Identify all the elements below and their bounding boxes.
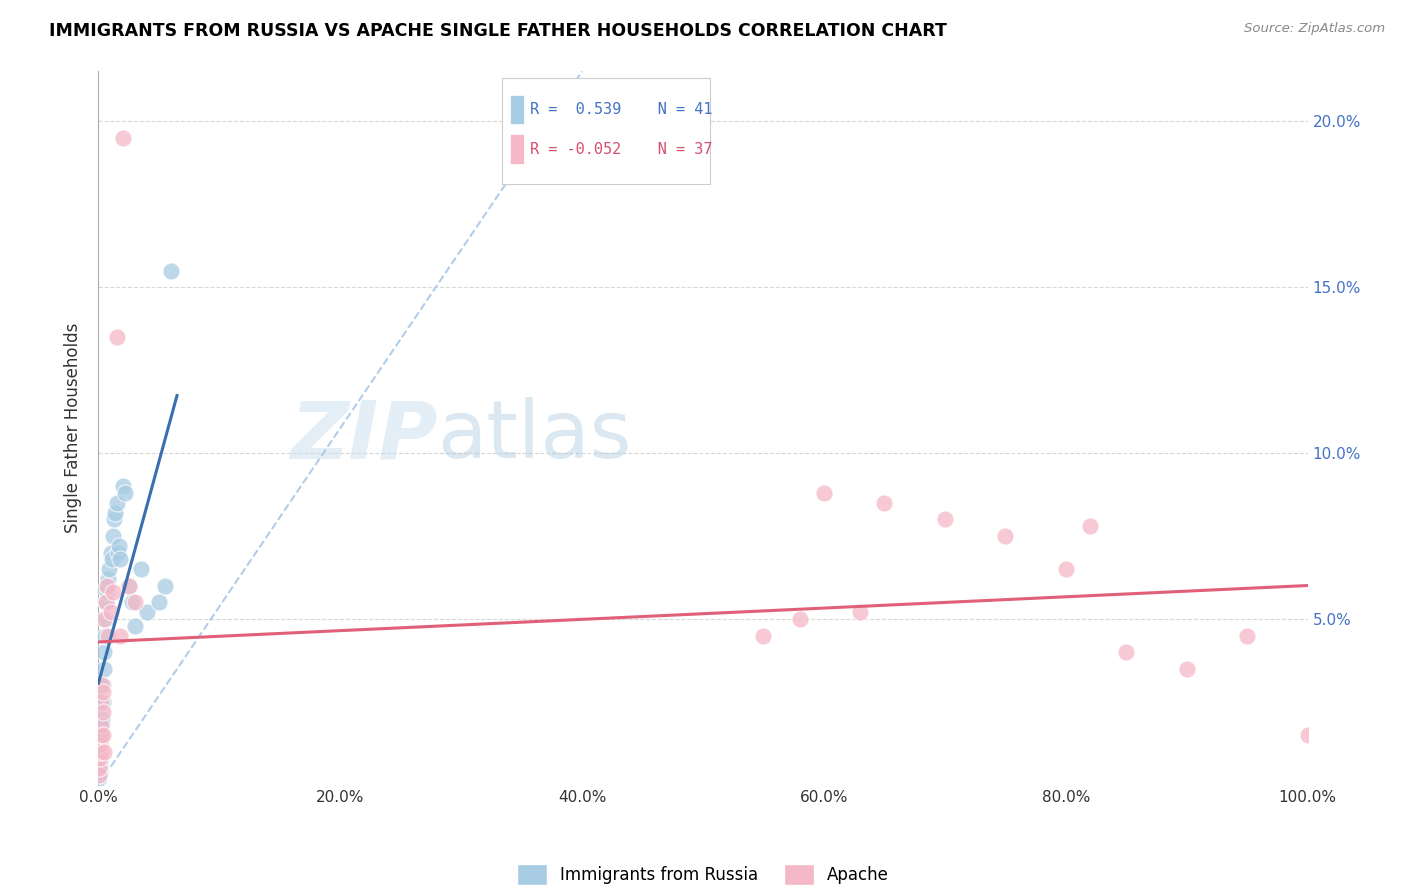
Point [90,718,112,732]
Point [1175,662,1198,676]
Point [108,539,131,553]
Point [89,761,111,775]
Legend: Immigrants from Russia, Apache: Immigrants from Russia, Apache [510,857,896,891]
Point [153,579,176,593]
Point [752,629,775,643]
Point [89,745,111,759]
Point [934,512,956,526]
Point [87,772,110,786]
Point [108,552,131,566]
Point [94,595,117,609]
Point [103,512,125,526]
Point [994,529,1017,543]
Point [849,606,872,620]
Point [89,738,111,752]
Point [94,629,117,643]
Point [90,695,112,709]
Point [96,585,118,599]
Point [1296,728,1319,742]
Point [96,579,118,593]
Point [90,751,112,765]
Point [93,662,115,676]
Point [91,712,114,726]
Text: atlas: atlas [437,398,631,475]
Point [148,595,170,609]
Point [98,562,121,576]
Text: IMMIGRANTS FROM RUSSIA VS APACHE SINGLE FATHER HOUSEHOLDS CORRELATION CHART: IMMIGRANTS FROM RUSSIA VS APACHE SINGLE … [49,22,948,40]
Point [91,678,114,692]
Point [100,606,122,620]
Text: ZIP: ZIP [290,398,437,475]
Point [89,761,111,775]
Point [101,529,124,543]
Point [91,695,114,709]
Text: Source: ZipAtlas.com: Source: ZipAtlas.com [1244,22,1385,36]
Point [96,579,118,593]
Point [90,728,112,742]
Point [90,738,112,752]
Point [93,745,115,759]
FancyBboxPatch shape [502,78,710,185]
Point [97,572,120,586]
Point [93,612,115,626]
Point [93,645,115,659]
Point [1054,562,1077,576]
Point [90,745,112,759]
Point [105,496,128,510]
Point [873,496,896,510]
Point [89,764,111,779]
Text: R = -0.052    N = 37: R = -0.052 N = 37 [530,142,713,157]
Point [813,486,835,500]
Point [121,595,143,609]
Point [90,728,112,742]
Point [111,479,134,493]
Point [789,612,811,626]
Point [107,546,129,560]
Point [129,562,152,576]
Point [97,629,120,643]
Point [89,751,111,765]
Point [124,595,146,609]
Y-axis label: Single Father Households: Single Father Households [65,323,83,533]
Point [160,263,183,277]
Point [118,579,141,593]
Point [135,606,157,620]
Point [1078,519,1101,533]
Point [105,330,128,344]
Point [89,768,111,782]
Text: R =  0.539    N = 41: R = 0.539 N = 41 [530,102,713,117]
Point [101,585,124,599]
Point [104,506,127,520]
Point [96,595,118,609]
Point [91,685,114,699]
Point [87,768,110,782]
Point [114,486,136,500]
Point [91,678,114,692]
Point [111,130,134,145]
Point [118,579,141,593]
Point [94,612,117,626]
Bar [509,135,524,164]
Point [91,728,114,742]
Point [124,618,146,632]
Point [108,629,131,643]
Point [1236,629,1258,643]
Point [89,758,111,772]
Point [91,705,114,719]
Bar [509,95,524,125]
Point [90,718,112,732]
Point [100,546,122,560]
Point [100,552,122,566]
Point [1115,645,1137,659]
